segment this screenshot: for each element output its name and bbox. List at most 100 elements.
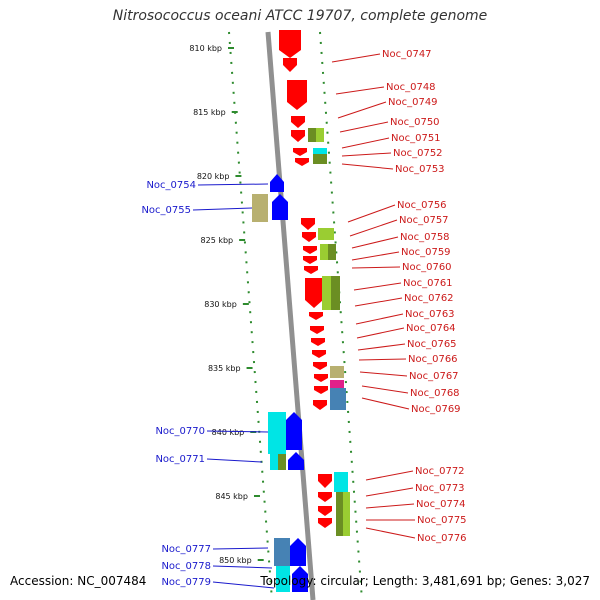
kbp-label: 850 kbp xyxy=(219,556,252,565)
gene-feature-block xyxy=(276,566,290,592)
gene-label-right: Noc_0760 xyxy=(402,262,452,273)
gene-label-right: Noc_0768 xyxy=(410,388,460,399)
kbp-label: 810 kbp xyxy=(189,44,222,53)
leader-line-right xyxy=(361,397,410,410)
gene-feature-block xyxy=(274,538,290,566)
leader-line-right xyxy=(349,219,398,237)
gene-feature-block xyxy=(330,366,344,378)
forward-gene-arrow xyxy=(279,30,301,58)
gene-label-left: Noc_0779 xyxy=(161,577,211,588)
leader-line-right xyxy=(358,358,407,361)
reverse-gene-arrow xyxy=(286,412,302,450)
forward-gene-arrow xyxy=(313,400,327,410)
gene-feature-block xyxy=(313,154,327,164)
backbone-line xyxy=(265,31,316,600)
forward-gene-arrow xyxy=(291,116,305,128)
forward-gene-arrow xyxy=(304,266,318,274)
gene-feature-block xyxy=(316,128,324,142)
gene-label-right: Noc_0776 xyxy=(417,533,467,544)
forward-gene-arrow xyxy=(305,278,323,308)
forward-gene-arrow xyxy=(291,130,305,142)
gene-feature-block xyxy=(330,380,344,388)
leader-line-right xyxy=(341,152,392,157)
forward-gene-arrow xyxy=(314,386,328,394)
gene-label-left: Noc_0771 xyxy=(155,454,205,465)
leader-line-right xyxy=(365,470,414,481)
gene-label-right: Noc_0751 xyxy=(391,133,441,144)
leader-line-left xyxy=(197,183,269,186)
forward-gene-arrow xyxy=(293,148,307,156)
leader-line-right xyxy=(337,101,387,119)
gene-label-right: Noc_0761 xyxy=(403,278,453,289)
gene-label-right: Noc_0773 xyxy=(415,483,465,494)
forward-gene-arrow xyxy=(310,326,324,334)
forward-gene-arrow xyxy=(312,350,326,358)
leader-line-left xyxy=(206,430,269,433)
leader-line-right xyxy=(341,163,394,170)
kbp-label: 840 kbp xyxy=(212,428,245,437)
leader-line-left xyxy=(212,565,273,569)
forward-gene-arrow xyxy=(295,158,309,166)
forward-gene-arrow xyxy=(313,362,327,370)
forward-gene-arrow xyxy=(318,474,332,488)
gene-features xyxy=(252,30,350,592)
gene-feature-block xyxy=(278,454,286,470)
reverse-gene-arrow xyxy=(272,194,288,220)
gene-label-left: Noc_0754 xyxy=(146,180,196,191)
gene-feature-block xyxy=(320,244,328,260)
gene-label-right: Noc_0766 xyxy=(408,354,458,365)
gene-feature-block xyxy=(308,128,316,142)
reverse-gene-arrow xyxy=(292,566,308,592)
ring-dots-outer-left xyxy=(228,31,273,600)
reverse-gene-arrow xyxy=(270,174,284,192)
gene-label-right: Noc_0748 xyxy=(386,82,436,93)
forward-gene-arrow xyxy=(283,58,297,72)
gene-label-right: Noc_0762 xyxy=(404,293,454,304)
gene-label-left: Noc_0777 xyxy=(161,544,211,555)
leader-line-right xyxy=(339,121,389,133)
forward-gene-arrow xyxy=(318,506,332,516)
gene-label-right: Noc_0753 xyxy=(395,164,445,175)
forward-gene-arrow xyxy=(311,338,325,346)
forward-gene-arrow xyxy=(318,518,332,528)
leader-line-right xyxy=(347,204,396,223)
leader-line-right xyxy=(356,327,405,339)
gene-label-right: Noc_0750 xyxy=(390,117,440,128)
forward-gene-arrow xyxy=(309,312,323,320)
gene-label-right: Noc_0752 xyxy=(393,148,443,159)
gene-label-right: Noc_0747 xyxy=(382,49,432,60)
gene-feature-block xyxy=(313,148,327,154)
gene-label-left: Noc_0755 xyxy=(141,205,191,216)
forward-gene-arrow xyxy=(318,492,332,502)
gene-label-left: Noc_0778 xyxy=(161,561,211,572)
leader-line-right xyxy=(355,313,404,325)
genome-title: Nitrosococcus oceani ATCC 19707, complet… xyxy=(112,8,488,24)
kbp-label: 815 kbp xyxy=(193,108,226,117)
leader-line-right xyxy=(357,343,406,351)
gene-feature-block xyxy=(334,472,348,492)
gene-label-right: Noc_0775 xyxy=(417,515,467,526)
gene-label-right: Noc_0763 xyxy=(405,309,455,320)
gene-label-right: Noc_0774 xyxy=(416,499,466,510)
genome-backbone xyxy=(265,31,316,600)
gene-feature-block xyxy=(331,276,340,310)
leader-line-right xyxy=(331,53,381,63)
leader-line-left xyxy=(206,458,263,463)
forward-gene-arrow xyxy=(303,246,317,254)
gene-feature-block xyxy=(252,194,268,222)
reverse-gene-arrow xyxy=(290,538,306,566)
leader-line-right xyxy=(365,527,416,539)
gene-label-right: Noc_0769 xyxy=(411,404,461,415)
gene-feature-block xyxy=(328,244,336,260)
leader-line-right xyxy=(361,385,409,394)
gene-feature-block xyxy=(330,388,346,410)
leader-line-right xyxy=(351,251,400,261)
forward-gene-arrow xyxy=(314,374,328,382)
leader-line-left xyxy=(212,547,269,550)
forward-gene-arrow xyxy=(303,256,317,264)
gene-label-right: Noc_0759 xyxy=(401,247,451,258)
gene-label-left: Noc_0770 xyxy=(155,426,205,437)
kbp-label: 825 kbp xyxy=(201,236,234,245)
gene-label-right: Noc_0772 xyxy=(415,466,465,477)
